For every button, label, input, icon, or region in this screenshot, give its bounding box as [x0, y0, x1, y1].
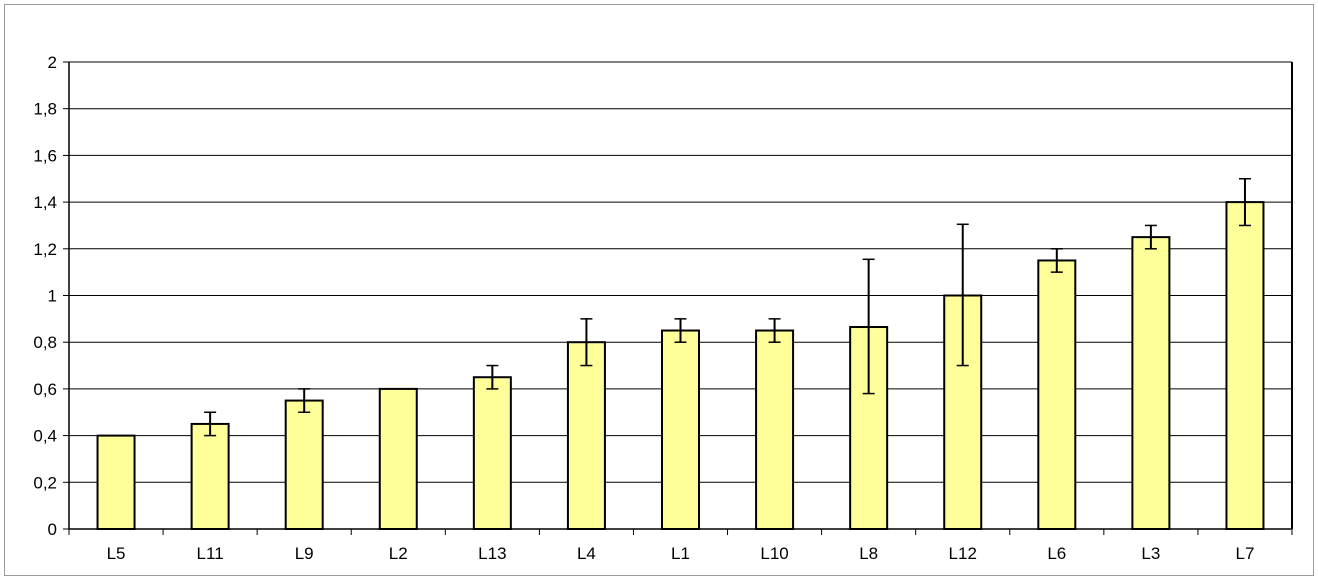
x-tick-label-L7: L7 — [1236, 544, 1255, 563]
error-bars — [204, 178, 1251, 437]
y-tick-label: 0 — [48, 520, 57, 539]
x-tick-label-L3: L3 — [1141, 544, 1160, 563]
y-tick-label: 2 — [48, 53, 57, 72]
bar-L13 — [472, 376, 512, 530]
bar-L4 — [566, 341, 606, 531]
x-tick-label-L9: L9 — [295, 544, 314, 563]
bar-L1 — [661, 329, 700, 530]
y-tick-label: 1 — [48, 287, 57, 306]
bar-L5 — [96, 434, 136, 531]
bar-L6 — [1037, 259, 1077, 530]
bar-L3 — [1131, 236, 1171, 530]
y-tick-label: 0,8 — [33, 333, 57, 352]
y-tick-label: 0,6 — [33, 380, 57, 399]
bar-L9 — [284, 399, 324, 531]
y-tick-label: 1,8 — [33, 100, 57, 119]
x-tick-label-L5: L5 — [107, 544, 126, 563]
y-tick-label: 1,4 — [33, 193, 57, 212]
x-axis-tick-labels: L5 L11 L9 L2 L13 L4 L1 L10 L8 L12 L6 L3 L7 — [68, 529, 1293, 563]
axes — [68, 62, 1293, 530]
y-tick-label: 0,4 — [33, 427, 57, 446]
x-tick-label-L1: L1 — [671, 544, 690, 563]
bar-L11 — [190, 422, 230, 530]
bars — [96, 201, 1265, 531]
bar-L2 — [378, 387, 418, 530]
x-tick-label-L12: L12 — [949, 544, 977, 563]
x-tick-label-L13: L13 — [478, 544, 506, 563]
y-tick-label: 1,2 — [33, 240, 57, 259]
bar-L10 — [755, 329, 795, 530]
x-tick-label-L10: L10 — [760, 544, 788, 563]
x-tick-label-L6: L6 — [1047, 544, 1066, 563]
y-tick-label: 0,2 — [33, 473, 57, 492]
x-tick-label-L4: L4 — [577, 544, 596, 563]
x-tick-label-L8: L8 — [859, 544, 878, 563]
y-tick-label: 1,6 — [33, 146, 57, 165]
x-tick-label-L2: L2 — [389, 544, 408, 563]
bar-L7 — [1225, 201, 1265, 530]
x-tick-label-L11: L11 — [197, 544, 224, 563]
y-axis-tick-labels: 0 0,2 0,4 0,6 0,8 1 1,2 1,4 1,6 1,8 2 — [33, 53, 69, 539]
